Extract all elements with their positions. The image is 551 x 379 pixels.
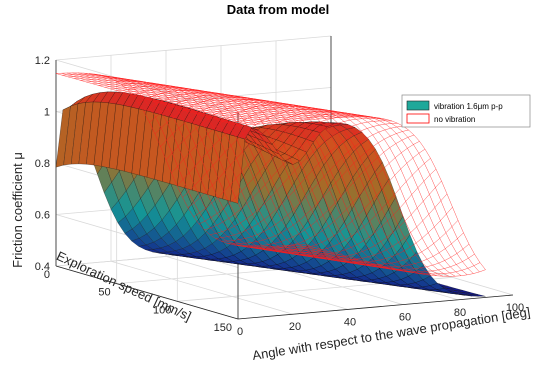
mesh-line-speed (159, 97, 407, 272)
mesh-line-angle (231, 134, 415, 247)
x-tick-label: 80 (454, 307, 466, 319)
mesh-line-angle (61, 72, 244, 126)
mesh-line-angle (297, 244, 481, 275)
mesh-line-angle (77, 72, 261, 125)
legend-label-no-vibration: no vibration (434, 115, 475, 124)
y-tick-label: 100 (153, 304, 171, 316)
mesh-line-angle (237, 141, 420, 249)
mesh-line-angle (193, 113, 376, 217)
mesh-line-speed (122, 88, 371, 264)
mesh-line-angle (275, 220, 459, 265)
mesh-line-angle (99, 74, 283, 123)
mesh-line-angle (88, 73, 272, 124)
mesh-line-speed (153, 96, 401, 271)
mesh-line-speed (237, 116, 486, 270)
x-axis-label: Angle with respect to the wave propagati… (251, 304, 531, 363)
z-tick-label: 0.4 (35, 261, 50, 273)
mesh-line-angle (187, 111, 371, 208)
x-tick-label: 20 (289, 321, 301, 333)
y-tick-label: 0 (44, 269, 50, 281)
mesh-line-angle (253, 168, 437, 256)
mesh-line-angle (83, 72, 266, 124)
z-tick-label: 1 (44, 107, 50, 119)
mesh-line-angle (204, 118, 387, 231)
z-axis-label: Friction coefficient μ (10, 152, 25, 268)
legend: vibration 1.6μm p-p no vibration (401, 94, 531, 128)
mesh-line-angle (149, 94, 332, 123)
grid-line (110, 260, 294, 315)
mesh-line-angle (55, 73, 239, 127)
y-tick-label: 50 (98, 287, 110, 299)
mesh-line-angle (160, 99, 343, 147)
x-tick-label: 100 (506, 302, 524, 314)
legend-label-vibration: vibration 1.6μm p-p (434, 102, 503, 111)
grid-line (165, 256, 349, 310)
mesh-line-angle (259, 180, 442, 258)
mesh-line-speed (86, 80, 334, 255)
legend-swatch-vibration (406, 100, 430, 111)
mesh-line-angle (182, 108, 365, 198)
z-tick-label: 1.2 (35, 55, 50, 67)
mesh-line-angle (292, 244, 475, 272)
mesh-line-angle (220, 125, 404, 242)
legend-swatch-no-vibration (406, 113, 430, 124)
mesh-line-angle (215, 122, 398, 239)
axis-edge (55, 265, 239, 320)
axis-edge (237, 294, 514, 320)
y-axis-label: Exploration speed [mm/s] (54, 248, 193, 324)
x-tick-label: 0 (237, 326, 243, 338)
x-tick-label: 40 (344, 316, 356, 328)
mesh-line-angle (303, 243, 486, 277)
mesh-line-angle (94, 73, 277, 123)
grid-line (55, 35, 332, 61)
mesh-line-angle (226, 129, 409, 244)
tick-labels: 0 20 40 60 80 100 0 50 100 150 0.4 0.6 0.8 1 1.2 (35, 55, 524, 338)
mesh-line-angle (154, 97, 338, 135)
mesh-line-speed (231, 115, 480, 273)
z-tick-label: 0.8 (35, 158, 50, 170)
mesh-line-angle (209, 120, 393, 235)
mesh-line-angle (116, 80, 299, 121)
x-tick-label: 60 (399, 312, 411, 324)
mesh-line-angle (72, 72, 255, 125)
mesh-line-angle (66, 72, 250, 126)
mesh-line-angle (198, 115, 382, 225)
mesh-line-angle (110, 78, 294, 122)
mesh-line-angle (281, 232, 464, 268)
chart-title: Data from model (227, 2, 330, 17)
wireframe-group (55, 72, 486, 277)
y-tick-label: 150 (214, 322, 232, 334)
z-tick-label: 0.6 (35, 210, 50, 222)
